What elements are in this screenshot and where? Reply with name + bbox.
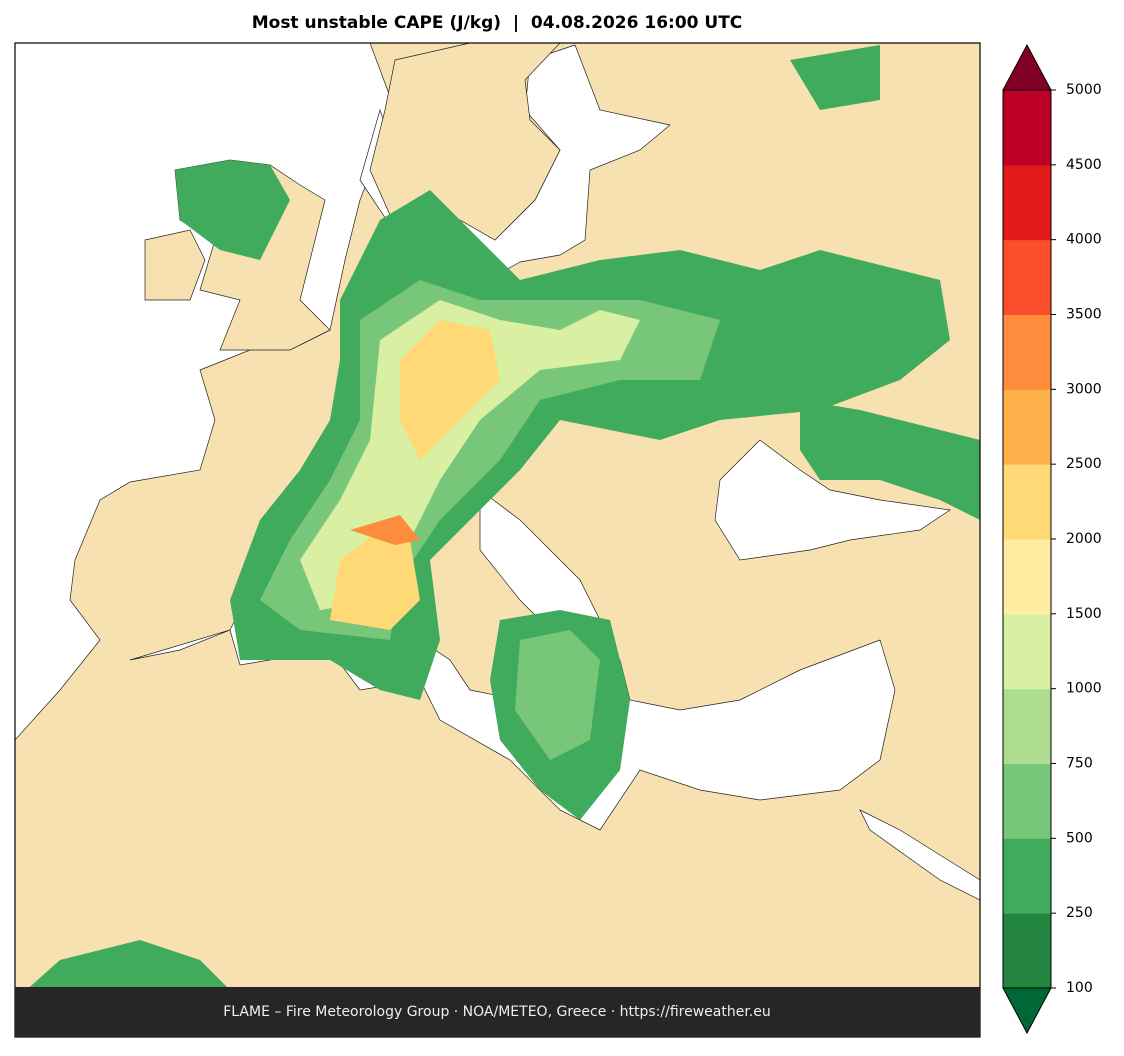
colorbar-band [1003,464,1051,540]
colorbar-band [1003,314,1051,390]
footer-text: FLAME – Fire Meteorology Group · NOA/MET… [223,1004,771,1020]
colorbar-band [1003,389,1051,465]
colorbar-extend-over [1002,43,1052,91]
colorbar-tick-label: 100 [1066,980,1093,996]
colorbar-tick-label: 1000 [1066,681,1102,697]
ireland [144,229,206,301]
colorbar-tick-label: 1500 [1066,606,1102,622]
colorbar-band [1003,239,1051,315]
colorbar-band [1003,90,1051,166]
colorbar-tick-label: 2500 [1066,456,1102,472]
colorbar-band [1003,838,1051,914]
colorbar-tick-label: 750 [1066,756,1093,772]
colorbar-tick-label: 4000 [1066,232,1102,248]
cape-field [15,45,980,1000]
colorbar-extend-under [1002,987,1052,1035]
black-sea [714,439,951,561]
colorbar-tick-label: 2000 [1066,531,1102,547]
map: FLAME – Fire Meteorology Group · NOA/MET… [14,42,981,1038]
colorbar-band [1003,539,1051,615]
colorbar-band [1003,763,1051,839]
red-sea [859,809,980,901]
colorbar-band [1003,613,1051,690]
scandinavia [369,43,561,246]
colorbar-tick-label: 500 [1066,830,1093,846]
map-title: Most unstable CAPE (J/kg) | 04.08.2026 1… [252,13,743,33]
colorbar: 100 250 500 750 1000 1500 2000 2500 3000 3500 4000… [1002,43,1102,1035]
colorbar-tick-label: 5000 [1066,82,1102,98]
colorbar-band [1003,164,1051,241]
colorbar-tick-label: 3000 [1066,381,1102,397]
colorbar-tick-label: 4500 [1066,157,1102,173]
colorbar-tick-label: 3500 [1066,307,1102,323]
colorbar-band [1003,688,1051,764]
colorbar-band [1003,913,1051,989]
colorbar-tick-label: 250 [1066,905,1093,921]
footer-band [15,987,980,1037]
